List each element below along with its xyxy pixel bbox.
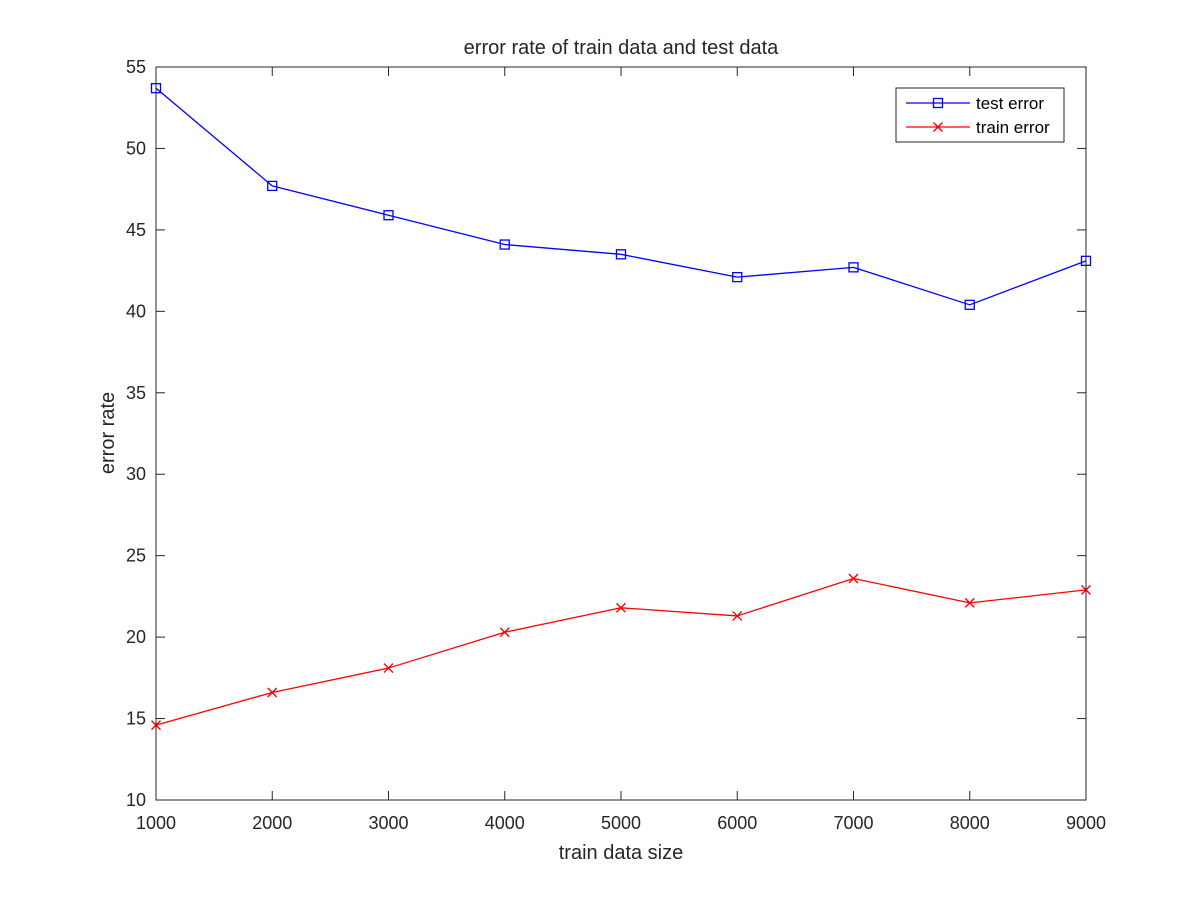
legend-symbol-train-error-stroke-b [933,122,943,132]
data-point-test-error-3000 [383,210,394,221]
data-point-train-error-4000 [499,627,510,638]
legend-symbol-test-error [932,97,944,109]
legend-marker-train-error [933,122,943,132]
y-tick-label-40: 40 [126,301,146,321]
legend-label-train-error: train error [976,118,1050,137]
data-point-train-error-3000 [383,663,394,674]
data-point-test-error-2000 [267,180,278,192]
plot-area [156,67,1086,800]
data-point-train-error-7000 [848,573,859,584]
y-tick-label-10: 10 [126,790,146,810]
data-point-train-error-2000-stroke-b [267,687,278,698]
data-point-train-error-5000 [616,602,626,613]
legend-box [895,87,1065,143]
y-tick-label-25: 25 [126,546,146,566]
x-tick-label-6000: 6000 [717,813,757,833]
y-tick-label-50: 50 [126,138,146,158]
data-point-test-error-5000 [615,249,627,260]
data-point-train-error-5000-stroke-b [616,602,626,613]
y-tick-label-15: 15 [126,709,146,729]
y-tick-label-55: 55 [126,57,146,77]
data-point-test-error-7000 [848,262,859,273]
y-tick-label-20: 20 [126,627,146,647]
x-axis-label: train data size [559,842,684,864]
data-point-test-error-8000 [964,299,975,310]
legend: test error train error [895,87,1065,143]
x-tick-label-7000: 7000 [833,813,873,833]
x-tick-label-3000: 3000 [368,813,408,833]
x-tick-label-8000: 8000 [950,813,990,833]
data-point-train-error-3000-stroke-b [383,663,394,674]
legend-marker-test-error [932,97,944,109]
y-tick-label-30: 30 [126,464,146,484]
x-tick-label-5000: 5000 [601,813,641,833]
legend-symbol-train-error [933,122,943,132]
data-point-test-error-6000 [732,271,743,283]
y-tick-label-35: 35 [126,383,146,403]
data-point-train-error-6000-stroke-b [732,610,743,621]
data-point-train-error-7000-stroke-b [848,573,859,584]
data-point-test-error-4000 [499,239,510,250]
x-tick-label-4000: 4000 [485,813,525,833]
y-tick-label-45: 45 [126,220,146,240]
data-point-train-error-8000-stroke-b [964,597,975,608]
series-line-test-error [155,87,1087,306]
legend-label-test-error: test error [976,94,1044,113]
data-point-train-error-8000 [964,597,975,608]
ticks-layer: 1000 2000 3000 4000 5000 6000 7000 8000 9000 10 15… [126,57,1106,833]
x-tick-label-1000: 1000 [136,813,176,833]
series-layer [150,83,1092,731]
chart-title: error rate of train data and test data [464,37,780,59]
x-tick-label-2000: 2000 [252,813,292,833]
data-point-train-error-4000-stroke-b [499,627,510,638]
data-point-train-error-6000 [732,610,743,621]
y-axis-label: error rate [97,392,119,474]
data-point-train-error-2000 [267,687,278,698]
x-tick-label-9000: 9000 [1066,813,1106,833]
